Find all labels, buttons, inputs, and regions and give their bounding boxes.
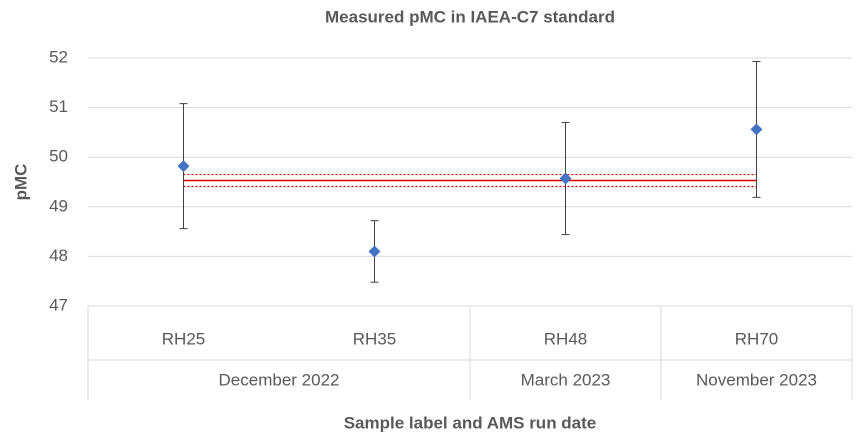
marker	[559, 172, 572, 185]
chart-title: Measured pMC in IAEA-C7 standard	[325, 7, 615, 26]
group-label: March 2023	[521, 370, 611, 389]
marker	[750, 123, 763, 136]
y-tick-label: 47	[49, 295, 68, 314]
y-tick-label: 51	[49, 97, 68, 116]
marker	[368, 245, 381, 258]
y-axis-title: pMC	[11, 164, 30, 201]
marker	[177, 160, 190, 173]
group-label: December 2022	[219, 370, 340, 389]
x-tick-label: RH70	[735, 329, 778, 348]
x-tick-label: RH25	[162, 329, 205, 348]
y-tick-label: 50	[49, 147, 68, 166]
x-axis-title: Sample label and AMS run date	[344, 413, 597, 432]
y-tick-label: 48	[49, 246, 68, 265]
group-label: November 2023	[696, 370, 817, 389]
y-tick-label: 52	[49, 47, 68, 66]
y-tick-label: 49	[49, 196, 68, 215]
x-tick-label: RH35	[353, 329, 396, 348]
x-tick-label: RH48	[544, 329, 587, 348]
